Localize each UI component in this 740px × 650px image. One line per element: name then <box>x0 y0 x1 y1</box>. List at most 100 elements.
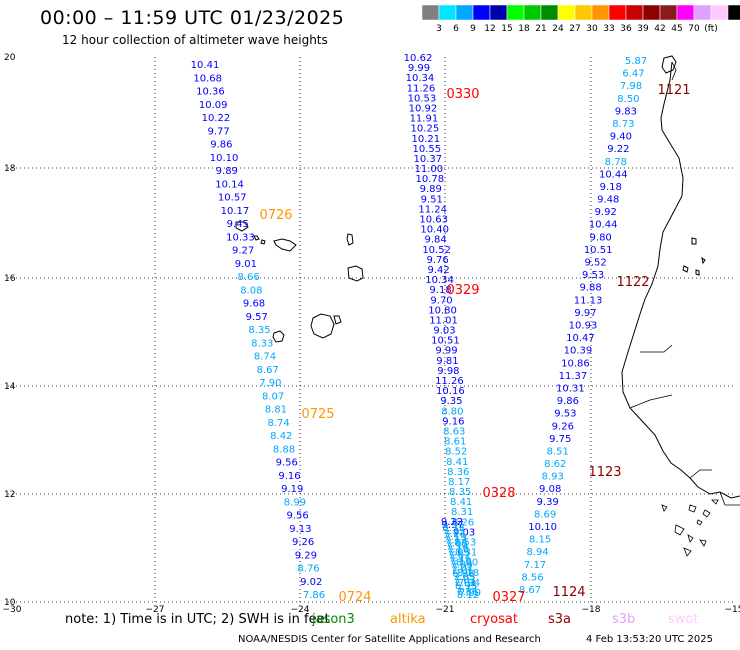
wave-height-value: 7.94 <box>458 578 480 589</box>
wave-height-value: 8.81 <box>265 405 287 416</box>
colorbar-tick-label: 39 <box>637 24 649 34</box>
colorbar-tick-label: 36 <box>620 24 632 34</box>
wave-height-value: 10.41 <box>191 60 220 71</box>
wave-height-value: 9.08 <box>539 484 561 495</box>
wave-height-value: 7.11 <box>449 554 471 565</box>
colorbar-swatch <box>710 4 729 21</box>
y-tick-label: 18 <box>4 164 16 174</box>
wave-height-value: 7.12 <box>445 535 467 546</box>
wave-height-value: 10.10 <box>210 153 239 164</box>
wave-height-value: 9.16 <box>278 471 300 482</box>
pass-time-label: 0724 <box>338 590 371 605</box>
wave-height-value: 7.10 <box>447 544 469 555</box>
colorbar-tick-label: 6 <box>453 24 459 34</box>
colorbar-tick-label: (ft) <box>704 24 718 34</box>
wave-height-value: 8.33 <box>251 338 273 349</box>
wave-height-value: 7.02 <box>448 550 470 561</box>
wave-height-value: 8.73 <box>612 119 634 130</box>
wave-height-value: 6.47 <box>622 69 644 80</box>
wave-height-value: 8.18 <box>457 568 479 579</box>
wave-height-value: 11.01 <box>429 315 458 326</box>
pass-time-label: 0330 <box>446 87 479 102</box>
wave-height-value: 9.56 <box>276 458 298 469</box>
wave-height-value: 9.53 <box>554 409 576 420</box>
wave-height-value: 10.51 <box>584 245 613 256</box>
wave-height-value: 10.68 <box>193 73 222 84</box>
pass-time-label: 1122 <box>616 275 649 290</box>
wave-height-value: 8.26 <box>452 517 474 528</box>
map-title: 00:00 – 11:59 UTC 01/23/2025 <box>40 7 345 29</box>
wave-height-value: 8.50 <box>617 94 639 105</box>
wave-height-value: 7.90 <box>259 378 281 389</box>
wave-height-value: 10.22 <box>202 113 231 124</box>
colorbar-swatch <box>472 4 491 21</box>
colorbar-swatch <box>489 4 508 21</box>
satellite-legend-altika: altika <box>390 612 426 627</box>
colorbar-tick-label: 70 <box>688 24 700 34</box>
wave-height-value: 7.02 <box>451 563 473 574</box>
timestamp: 4 Feb 13:53:20 UTC 2025 <box>586 634 713 645</box>
wave-height-value: 8.61 <box>444 437 466 448</box>
y-tick-label: 12 <box>4 490 15 500</box>
wave-height-value: 9.57 <box>246 312 268 323</box>
wave-height-value: 8.41 <box>450 497 472 508</box>
wave-height-value: 8.07 <box>262 391 284 402</box>
wave-height-value: 7.05 <box>453 572 475 583</box>
wave-height-value: 9.86 <box>210 140 232 151</box>
wave-height-value: 10.40 <box>420 225 449 236</box>
wave-height-value: 9.53 <box>582 270 604 281</box>
wave-height-value: 8.67 <box>257 365 279 376</box>
wave-height-value: 9.03 <box>433 326 455 337</box>
wave-height-value: 8.67 <box>519 585 541 596</box>
wave-height-value: 9.98 <box>437 366 459 377</box>
wave-height-value: 10.34 <box>406 73 435 84</box>
wave-height-value: 7.17 <box>524 560 546 571</box>
x-tick-label: −18 <box>582 605 601 615</box>
colorbar-swatch <box>693 4 712 21</box>
wave-height-value: 9.37 <box>442 520 464 531</box>
colorbar-tick-label: 24 <box>552 24 564 34</box>
africa-coastline <box>621 61 740 499</box>
colorbar-tick-label: 12 <box>484 24 495 34</box>
wave-height-value: 10.14 <box>215 179 244 190</box>
satellite-legend-cryosat: cryosat <box>470 612 518 627</box>
wave-height-value: 9.89 <box>420 184 442 195</box>
wave-height-value: 10.21 <box>412 134 441 145</box>
colorbar-tick-label: 9 <box>470 24 476 34</box>
wave-height-value: 8.63 <box>443 426 465 437</box>
wave-height-value: 10.62 <box>404 53 433 64</box>
wave-height-value: 8.62 <box>544 459 566 470</box>
wave-height-value: 7.86 <box>303 590 325 601</box>
wave-height-value: 9.13 <box>289 524 311 535</box>
colorbar-swatch <box>557 4 576 21</box>
wave-height-value: 9.84 <box>425 235 447 246</box>
colorbar-swatch <box>625 4 644 21</box>
wave-height-value: 10.86 <box>561 358 590 369</box>
wave-height-value: 9.56 <box>287 511 309 522</box>
pass-time-label: 0726 <box>259 208 292 223</box>
cape-verde-islands <box>235 221 364 343</box>
wave-height-value: 8.76 <box>297 564 319 575</box>
satellite-legend-jason3: jason3 <box>312 612 355 627</box>
wave-height-value: 9.22 <box>607 144 629 155</box>
wave-height-value: 9.92 <box>595 207 617 218</box>
wave-height-value: 10.92 <box>409 103 438 114</box>
wave-height-value: 11.00 <box>414 164 443 175</box>
pass-time-label: 1124 <box>552 585 585 600</box>
colorbar-swatch <box>421 4 440 21</box>
colorbar-tick-label: 33 <box>603 24 614 34</box>
wave-height-value: 10.39 <box>564 346 593 357</box>
pass-time-label: 1121 <box>657 83 690 98</box>
wave-height-value: 10.16 <box>436 386 465 397</box>
wave-height-value: 10.52 <box>422 245 451 256</box>
wave-height-value: 8.80 <box>441 406 463 417</box>
pass-time-label: 0329 <box>446 283 479 298</box>
wave-height-value: 10.33 <box>226 232 255 243</box>
wave-height-value: 8.15 <box>529 535 551 546</box>
wave-height-value: 8.17 <box>448 477 470 488</box>
wave-height-value: 6.98 <box>452 569 474 580</box>
wave-height-value: 9.26 <box>292 537 314 548</box>
wave-height-value: 8.53 <box>454 538 476 549</box>
wave-height-value: 9.22 <box>441 517 463 528</box>
